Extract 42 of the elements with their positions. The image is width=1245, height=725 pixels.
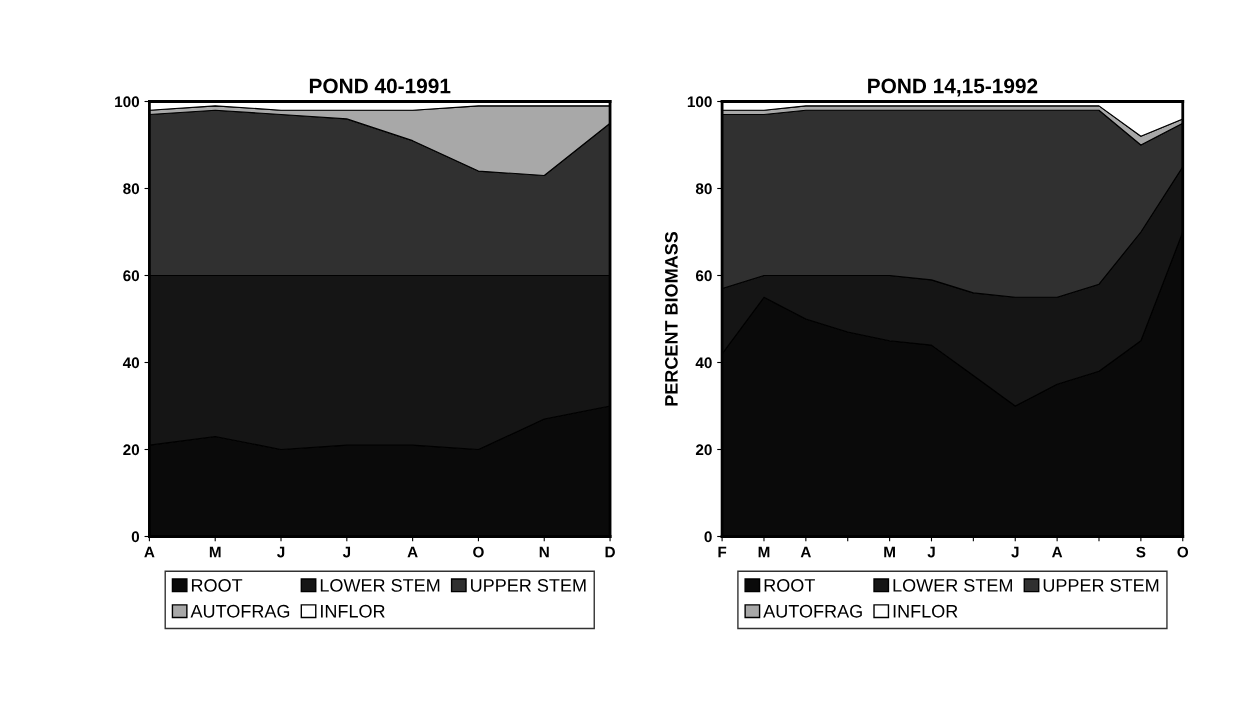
x-tick-label: M bbox=[758, 546, 770, 558]
x-tick-label: O bbox=[1177, 546, 1189, 558]
x-tick-label: D bbox=[605, 546, 615, 558]
y-tick-label: 0 bbox=[131, 531, 140, 543]
x-tick-label: A bbox=[1051, 546, 1063, 558]
chart-title: POND 14,15-1992 bbox=[868, 78, 1038, 97]
x-tick-label: J bbox=[277, 546, 285, 558]
legend-label: INFLOR bbox=[893, 604, 958, 618]
legend-label: UPPER STEM bbox=[471, 579, 586, 592]
y-tick-label: 100 bbox=[687, 96, 712, 108]
y-tick-label: 0 bbox=[704, 531, 712, 543]
y-tick-label: 80 bbox=[695, 183, 712, 195]
x-tick-label: J bbox=[927, 546, 935, 558]
y-tick-label: 60 bbox=[695, 270, 712, 282]
legend-label: AUTOFRAG bbox=[763, 604, 862, 618]
legend-label: LOWER STEM bbox=[893, 579, 1012, 592]
x-tick-label: J bbox=[1011, 546, 1019, 558]
chart-title: POND 40-1991 bbox=[309, 78, 451, 94]
x-tick-label: N bbox=[539, 546, 549, 558]
legend-label: ROOT bbox=[191, 579, 243, 592]
x-tick-label: F bbox=[718, 546, 727, 558]
x-tick-label: A bbox=[144, 546, 155, 558]
legend-label: AUTOFRAG bbox=[190, 604, 290, 618]
y-tick-label: 20 bbox=[695, 444, 712, 456]
legend-label: ROOT bbox=[764, 579, 815, 592]
legend-label: UPPER STEM bbox=[1043, 579, 1159, 592]
legend-label: INFLOR bbox=[321, 604, 385, 618]
y-tick-label: 60 bbox=[123, 270, 140, 282]
x-tick-label: A bbox=[800, 546, 811, 558]
y-tick-label: 80 bbox=[123, 183, 140, 195]
y-tick-label: 40 bbox=[122, 357, 140, 369]
y-tick-label: 40 bbox=[695, 357, 712, 369]
x-tick-label: S bbox=[1136, 546, 1146, 558]
y-tick-label: 20 bbox=[123, 444, 140, 456]
x-tick-label: O bbox=[473, 546, 484, 558]
x-tick-label: M bbox=[884, 546, 895, 558]
y-tick-label: 100 bbox=[115, 96, 140, 108]
legend-label: LOWER STEM bbox=[320, 579, 440, 592]
x-tick-label: A bbox=[407, 546, 418, 558]
y-axis-title: PERCENT BIOMASS bbox=[664, 231, 678, 406]
x-tick-label: J bbox=[342, 546, 351, 558]
x-tick-label: M bbox=[209, 546, 221, 558]
